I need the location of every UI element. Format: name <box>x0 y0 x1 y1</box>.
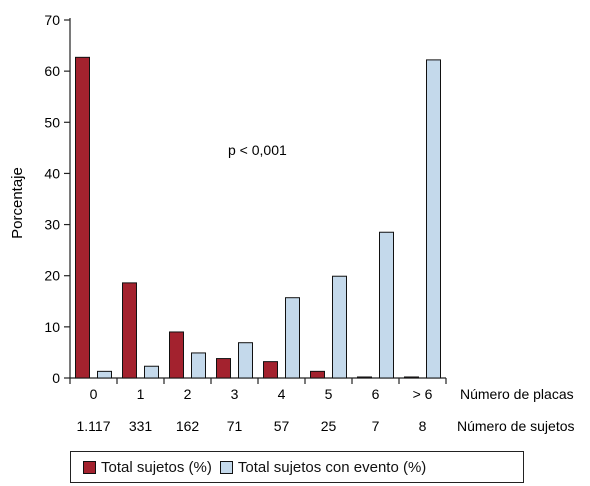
x-tick-label: 0 <box>90 386 98 402</box>
p-value-annotation: p < 0,001 <box>228 142 287 158</box>
x-tick-label: > 6 <box>413 386 433 402</box>
y-axis: 0 10 20 30 40 50 60 70 <box>44 12 71 386</box>
secondary-x-tick-label: 57 <box>274 418 290 434</box>
secondary-x-tick-label: 1.117 <box>77 418 111 434</box>
legend-swatch-event <box>219 460 233 474</box>
secondary-x-tick-label: 331 <box>129 418 153 434</box>
bar-total-sujetos <box>404 376 419 379</box>
bar-total-con-evento <box>379 231 394 379</box>
secondary-x-tick-label: 162 <box>176 418 200 434</box>
bar-total-sujetos <box>310 370 325 379</box>
y-tick-label: 60 <box>44 63 60 79</box>
bar-total-sujetos <box>263 361 278 379</box>
y-tick-label: 50 <box>44 114 60 130</box>
legend-item-event: Total sujetos con evento (%) <box>219 458 427 476</box>
x-tick-label: 1 <box>137 386 145 402</box>
bar-total-sujetos <box>169 331 184 379</box>
secondary-x-tick-label: 71 <box>227 418 243 434</box>
secondary-x-tick-label: 8 <box>419 418 427 434</box>
x-axis-label: Número de placas <box>460 386 574 402</box>
bar-total-con-evento <box>332 275 347 379</box>
y-axis-label: Porcentaje <box>9 167 26 239</box>
bar-total-con-evento <box>144 365 159 379</box>
legend-item-total: Total sujetos (%) <box>83 459 212 476</box>
x-tick-label: 2 <box>184 386 192 402</box>
bar-total-con-evento <box>426 59 441 379</box>
bar-total-sujetos <box>75 56 90 379</box>
legend-label-total: Total sujetos (%) <box>101 458 212 476</box>
y-tick-label: 40 <box>44 165 60 181</box>
bar-total-con-evento <box>191 352 206 379</box>
x-tick-label: 3 <box>231 386 239 402</box>
x-axis: 0 1.117 1 331 2 162 3 71 4 57 5 25 6 7 > 6 8 <box>69 377 447 434</box>
bar-chart: 0 10 20 30 40 50 60 70 0 1.117 1 331 2 162 3 71 4 57 5 25 6… <box>9 12 575 434</box>
secondary-x-tick-label: 7 <box>372 418 380 434</box>
bar-total-con-evento <box>285 297 300 379</box>
y-tick-label: 20 <box>44 268 60 284</box>
y-tick-label: 0 <box>52 370 60 386</box>
bar-total-con-evento <box>97 370 112 379</box>
x-tick-label: 4 <box>278 386 286 402</box>
y-tick-label: 30 <box>44 217 60 233</box>
bar-total-sujetos <box>357 376 372 379</box>
y-tick-label: 10 <box>44 319 60 335</box>
legend-swatch-total <box>83 460 96 474</box>
x-tick-label: 6 <box>372 386 380 402</box>
y-tick-label: 70 <box>44 12 60 28</box>
bar-total-con-evento <box>238 342 253 379</box>
bar-total-sujetos <box>122 282 137 379</box>
bars <box>75 56 441 379</box>
legend-label-event: Total sujetos con evento (%) <box>237 458 427 476</box>
secondary-x-axis-label: Número de sujetos <box>457 418 575 434</box>
bar-total-sujetos <box>216 358 231 379</box>
x-tick-label: 5 <box>325 386 333 402</box>
legend: Total sujetos (%) Total sujetos con even… <box>70 451 524 483</box>
secondary-x-tick-label: 25 <box>321 418 337 434</box>
